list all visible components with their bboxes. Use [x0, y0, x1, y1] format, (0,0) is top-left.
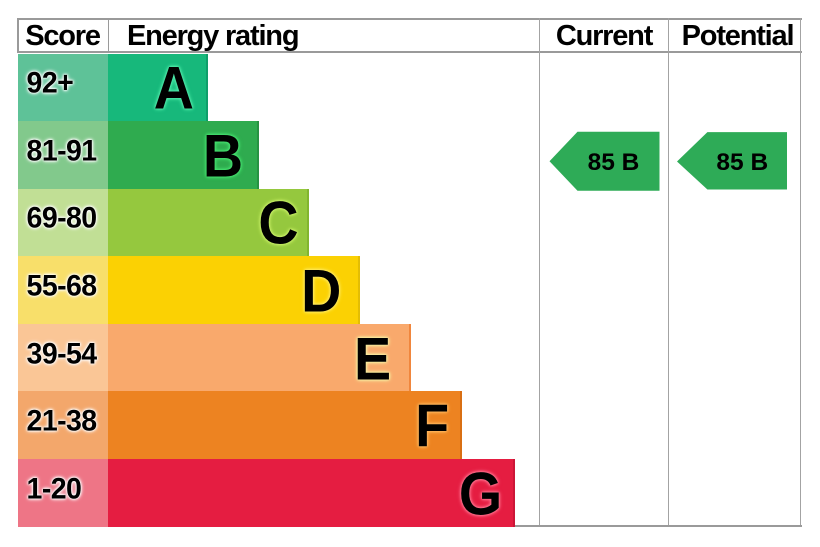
- svg-text:85 B: 85 B: [588, 149, 640, 176]
- svg-text:85 B: 85 B: [716, 149, 768, 176]
